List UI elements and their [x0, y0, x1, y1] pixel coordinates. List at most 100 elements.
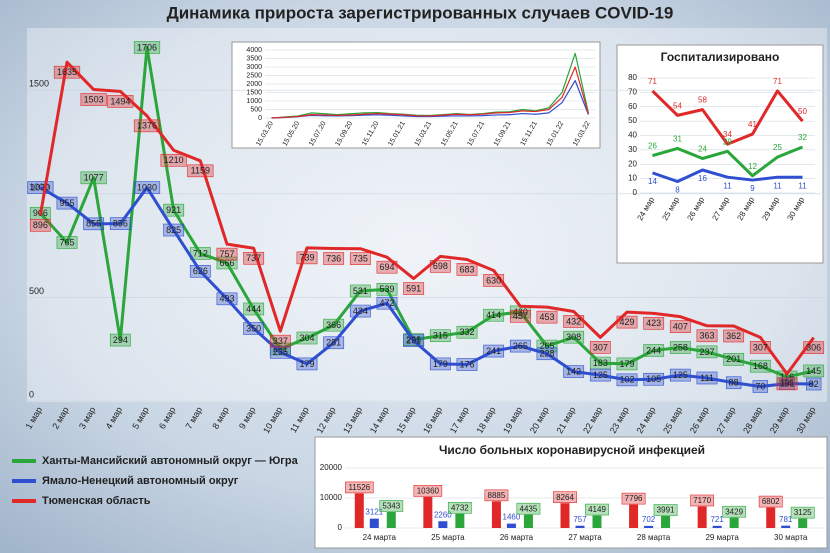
inset-title: Число больных коронавирусной инфекцией — [439, 443, 705, 457]
x-tick-label: 25 марта — [431, 533, 465, 542]
value-label-box — [376, 260, 398, 274]
value-label: 10360 — [417, 487, 440, 496]
value-label-box — [349, 284, 371, 298]
value-label-box — [616, 357, 638, 371]
value-label: 315 — [433, 331, 448, 341]
bar — [729, 517, 739, 528]
bar — [766, 507, 776, 528]
value-label: 116 — [780, 372, 794, 382]
value-label-box — [269, 346, 291, 359]
value-label: 1030 — [137, 182, 157, 192]
bar — [644, 525, 654, 528]
y-tick-label: 3000 — [246, 64, 262, 71]
series-line — [38, 60, 815, 376]
value-label-box — [722, 505, 747, 518]
value-label: 241 — [486, 346, 501, 356]
value-label-box — [621, 492, 646, 505]
y-tick-label: 50 — [628, 116, 637, 125]
value-label: 244 — [646, 345, 661, 355]
value-label-box — [563, 315, 585, 328]
value-label: 765 — [59, 237, 74, 247]
value-label: 265 — [513, 341, 528, 351]
value-label: 9 — [750, 184, 755, 193]
value-label-box — [133, 181, 161, 194]
value-label: 737 — [246, 253, 261, 263]
bar — [560, 503, 570, 528]
value-label: 1210 — [164, 155, 184, 165]
bar — [575, 525, 585, 528]
value-label-box — [83, 217, 105, 231]
value-label: 856 — [113, 218, 128, 228]
value-label: 1706 — [137, 42, 157, 52]
value-label-box — [752, 380, 769, 393]
value-label: 539 — [379, 284, 394, 294]
value-label: 337 — [273, 336, 288, 346]
series-line — [39, 45, 814, 379]
value-label-box — [447, 502, 472, 514]
value-label-box — [296, 251, 318, 265]
value-label: 1030 — [30, 182, 50, 192]
value-label-box — [723, 329, 745, 343]
y-tick-label: 30 — [628, 145, 637, 154]
value-label: 429 — [619, 317, 634, 327]
bar — [661, 516, 671, 528]
x-tick-label: 28 марта — [637, 533, 671, 542]
value-label-box — [690, 494, 715, 507]
value-label: 366 — [326, 320, 341, 330]
value-label: 265 — [539, 341, 554, 351]
value-label-box — [484, 489, 509, 502]
value-label-box — [323, 318, 345, 332]
value-label-box — [669, 320, 691, 333]
value-label: 102 — [619, 375, 634, 385]
inset-title: Госпитализировано — [661, 50, 780, 64]
value-label-box — [109, 333, 131, 347]
value-label: 308 — [566, 332, 581, 342]
value-label: 1494 — [110, 96, 130, 106]
value-label: 8885 — [488, 491, 506, 500]
bar — [629, 504, 639, 528]
value-label: 694 — [379, 262, 394, 272]
value-label: 131 — [779, 379, 794, 389]
value-label: 363 — [699, 331, 714, 341]
series-line — [271, 66, 589, 119]
value-label-box — [749, 359, 771, 373]
value-label: 3125 — [794, 508, 812, 517]
y-tick-label: 20 — [628, 159, 637, 168]
value-label: 739 — [299, 253, 314, 263]
value-label-box — [696, 371, 718, 385]
value-label: 1635 — [57, 67, 77, 77]
value-label-box — [536, 347, 558, 361]
value-label: 6802 — [762, 497, 780, 506]
value-label-box — [216, 292, 238, 306]
value-label: 228 — [539, 349, 554, 359]
y-tick-label: 0 — [633, 188, 638, 197]
value-label-box — [56, 236, 78, 249]
value-label-box — [776, 377, 798, 391]
value-label-box — [536, 339, 558, 353]
series-line — [39, 186, 814, 388]
bar — [491, 501, 501, 528]
value-label: 736 — [326, 253, 341, 263]
y-tick-label: 2500 — [246, 72, 262, 79]
value-label: 4149 — [588, 505, 606, 514]
value-label-box — [376, 296, 398, 310]
value-label: 306 — [806, 342, 821, 352]
y-tick-label: 60 — [628, 102, 637, 111]
value-label-box — [563, 365, 585, 378]
value-label: 1376 — [137, 121, 157, 131]
value-label: 698 — [433, 261, 448, 271]
value-label-box — [243, 302, 265, 316]
value-label: 432 — [566, 316, 581, 326]
value-label: 3991 — [657, 506, 675, 515]
value-label-box — [516, 502, 541, 515]
value-label-box — [696, 345, 718, 359]
value-label: 702 — [642, 515, 656, 524]
value-label: 179 — [619, 359, 634, 369]
y-tick-label: 1500 — [29, 79, 49, 89]
value-label: 258 — [673, 342, 688, 352]
value-label-box — [456, 263, 478, 276]
value-label: 11 — [723, 181, 732, 190]
value-label-box — [758, 495, 783, 508]
value-label: 176 — [459, 359, 474, 369]
series-line — [651, 89, 804, 146]
